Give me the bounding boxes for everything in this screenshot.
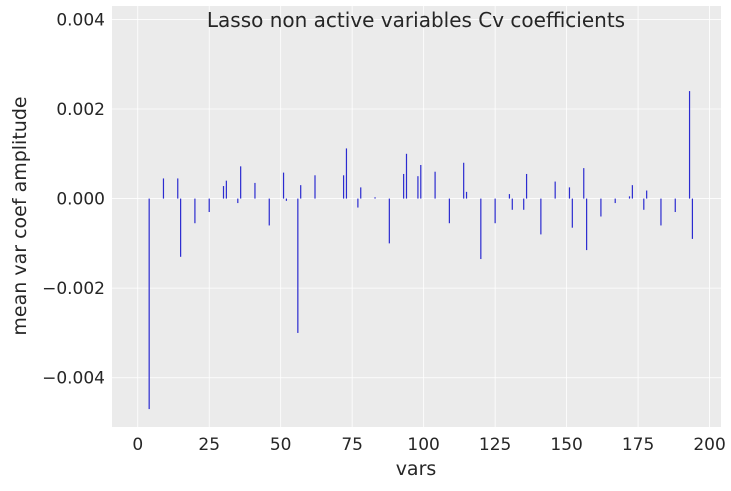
y-tick-label: −0.004 <box>42 369 105 389</box>
y-tick-label: 0.004 <box>56 10 105 30</box>
bar <box>571 198 573 228</box>
bar <box>568 187 571 199</box>
bar <box>600 198 602 217</box>
bar <box>222 186 225 199</box>
bars <box>148 91 694 410</box>
bar <box>614 198 616 204</box>
bar <box>403 173 405 199</box>
bar <box>180 198 182 257</box>
x-tick-labels: 0 25 50 75 100 125 150 175 200 <box>132 435 725 455</box>
bar <box>540 198 542 235</box>
bar <box>628 196 631 199</box>
bar <box>691 198 694 239</box>
bar <box>300 185 302 199</box>
x-tick-label: 100 <box>407 435 439 455</box>
y-tick-label: −0.002 <box>42 279 105 299</box>
bar <box>448 198 450 224</box>
x-tick-label: 50 <box>270 435 292 455</box>
bar <box>463 162 465 199</box>
bar <box>465 191 468 199</box>
bar <box>342 175 345 199</box>
bar <box>148 198 150 410</box>
x-tick-label: 0 <box>132 435 143 455</box>
bar <box>523 198 525 210</box>
bar <box>177 178 179 199</box>
bar <box>297 198 299 333</box>
x-axis-label: vars <box>396 458 437 480</box>
x-tick-label: 75 <box>341 435 363 455</box>
bar <box>225 180 227 199</box>
bar <box>282 172 285 199</box>
bar <box>586 198 588 251</box>
bar <box>660 198 662 226</box>
x-tick-label: 200 <box>693 435 725 455</box>
bar <box>417 176 419 199</box>
x-tick-label: 25 <box>198 435 220 455</box>
y-axis-label: mean var coef amplitude <box>9 96 31 335</box>
bar <box>434 171 436 199</box>
y-tick-label: 0.000 <box>56 190 105 210</box>
bar <box>494 198 496 224</box>
chart-title: Lasso non active variables Cv coefficien… <box>207 8 625 32</box>
bar <box>162 178 165 199</box>
bar <box>268 198 270 226</box>
bar <box>388 198 390 244</box>
bar <box>374 197 376 199</box>
x-tick-label: 175 <box>622 435 654 455</box>
bar <box>420 164 422 199</box>
bar <box>240 166 242 199</box>
bar <box>345 148 348 199</box>
bar <box>511 198 513 210</box>
bar <box>360 187 362 199</box>
bar <box>357 198 359 208</box>
y-tick-label: 0.002 <box>56 100 105 120</box>
bar <box>688 91 691 199</box>
bar <box>643 198 645 210</box>
bar <box>525 173 528 199</box>
bar <box>405 153 408 199</box>
x-tick-label: 150 <box>550 435 582 455</box>
bar <box>631 185 633 199</box>
bar <box>194 198 196 224</box>
bar <box>508 194 511 199</box>
x-tick-label: 125 <box>479 435 511 455</box>
bar <box>554 181 556 199</box>
plot-background <box>112 6 721 427</box>
bar <box>237 198 239 204</box>
bar <box>208 198 210 213</box>
y-tick-labels: −0.004 −0.002 0.000 0.002 0.004 <box>42 10 105 388</box>
bar <box>480 198 482 260</box>
bar <box>583 168 585 199</box>
bar <box>314 175 316 199</box>
bar <box>285 198 288 201</box>
bar <box>674 198 676 213</box>
bar <box>254 182 256 199</box>
bar <box>646 190 648 199</box>
